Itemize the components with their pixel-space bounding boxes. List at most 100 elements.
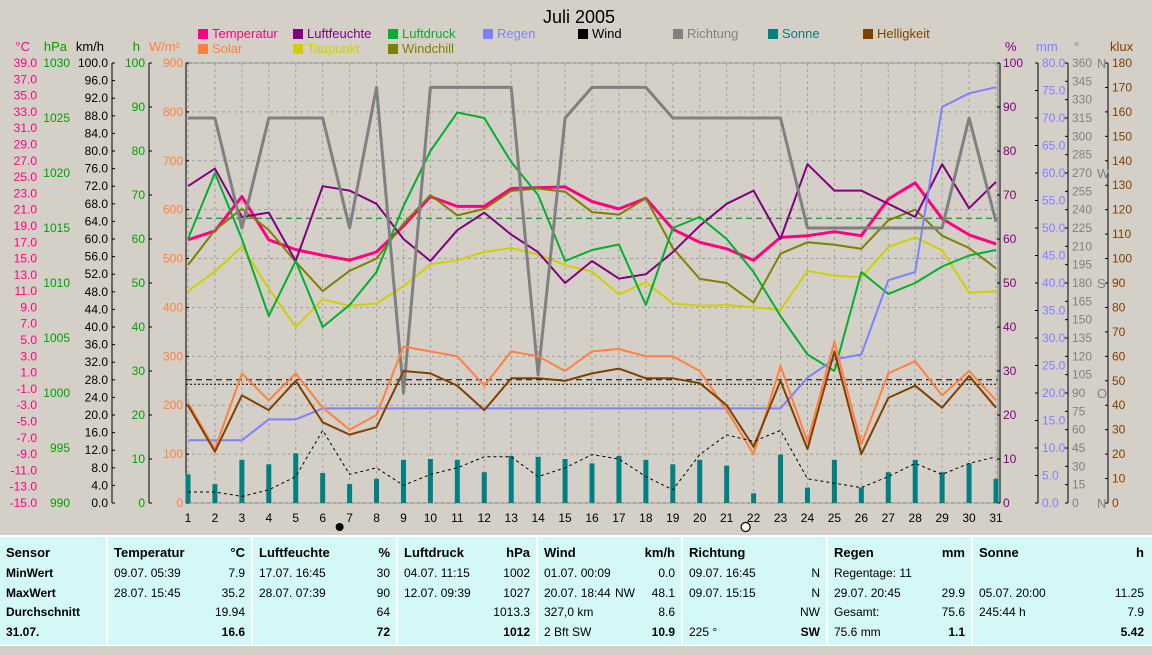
hum-tick-label: 60 [1003, 232, 1017, 246]
rain-tick-label: 45.0 [1042, 249, 1066, 263]
rain-tick-label: 5.0 [1042, 469, 1059, 483]
stats-row: 09.07. 15:15 N [689, 583, 820, 603]
rain-tick-label: 40.0 [1042, 276, 1066, 290]
stats-cell-value: 8.6 [658, 605, 675, 619]
stats-row: 01.07. 00:09 0.0 [544, 563, 675, 583]
stats-header: Richtung [689, 543, 820, 563]
wind-tick-label: 28.0 [85, 373, 109, 387]
dir-tick-label: 90 [1072, 386, 1086, 400]
sun-axis-unit: h [133, 39, 140, 54]
sun-bar [320, 473, 326, 503]
sun-bar [751, 493, 757, 503]
lux-tick-label: 180 [1112, 56, 1132, 70]
stats-cell-label: 2 Bft SW [544, 624, 592, 639]
stats-cell-label: 04.07. 11:15 [404, 566, 470, 580]
stats-cell-label: 225 ° [689, 624, 718, 639]
stats-header-unit: h [1136, 545, 1144, 560]
sun-tick-label: 100 [125, 56, 145, 70]
stats-cell-value: 1012 [503, 624, 530, 639]
sun-tick-label: 0 [138, 496, 145, 510]
series-line-solar [187, 340, 997, 456]
stats-header: Regen mm [834, 543, 965, 563]
rain-tick-label: 65.0 [1042, 139, 1066, 153]
stats-cell-value: 0.0 [658, 566, 675, 580]
x-tick-label: 10 [424, 511, 438, 525]
temp-tick-label: -1.0 [16, 382, 37, 396]
dir-tick-label: 180 [1072, 276, 1092, 290]
hum-axis-unit: % [1005, 39, 1017, 54]
sun-bar [589, 463, 595, 503]
x-tick-label: 22 [747, 511, 761, 525]
x-tick-label: 19 [666, 511, 680, 525]
stats-row: 19.94 [114, 602, 245, 622]
x-tick-label: 9 [400, 511, 407, 525]
lux-tick-label: 10 [1112, 472, 1126, 486]
stats-cell-value: 11.25 [1114, 585, 1144, 600]
dir-tick-label: 135 [1072, 331, 1092, 345]
wind-tick-label: 24.0 [85, 390, 109, 404]
stats-header-label: Sonne [979, 545, 1019, 560]
temp-tick-label: 19.0 [14, 219, 38, 233]
rain-tick-label: 30.0 [1042, 331, 1066, 345]
x-tick-label: 23 [774, 511, 788, 525]
solar-tick-label: 900 [163, 56, 183, 70]
legend-label-wind: Wind [592, 26, 622, 41]
sun-bar [535, 456, 541, 503]
wind-tick-label: 84.0 [85, 126, 109, 140]
rain-tick-label: 75.0 [1042, 84, 1066, 98]
hum-tick-label: 100 [1003, 56, 1023, 70]
temp-tick-label: 7.0 [20, 317, 37, 331]
legend-label-regen: Regen [497, 26, 535, 41]
x-tick-label: 31 [989, 511, 1003, 525]
stats-cell-value: N [811, 585, 820, 600]
lux-axis-unit: klux [1110, 39, 1134, 54]
stats-header-unit: mm [941, 545, 965, 560]
stats-row: 05.07. 20:00 11.25 [979, 583, 1144, 603]
temp-tick-label: 31.0 [14, 121, 38, 135]
sun-bar [454, 459, 460, 503]
legend-swatch-richtung [673, 29, 683, 39]
series-line-wind [188, 429, 997, 497]
dir-tick-label: 225 [1072, 221, 1092, 235]
weather-chart: Juli 2005 Temperatur Luftfeuchte Luftdruck R… [10, 7, 1134, 533]
temp-axis-unit: °C [15, 39, 30, 54]
temp-tick-label: -5.0 [16, 415, 37, 429]
stats-row: MinWert [6, 563, 100, 583]
sun-bar [616, 455, 622, 503]
temp-tick-label: 33.0 [14, 105, 38, 119]
rain-tick-label: 0.0 [1042, 496, 1059, 510]
wind-tick-label: 64.0 [85, 214, 109, 228]
solar-tick-label: 800 [163, 105, 183, 119]
legend-label-solar: Solar [212, 41, 243, 56]
stats-cell-value: 30 [376, 566, 390, 580]
stats-row: 09.07. 16:45 N [689, 563, 820, 583]
stats-row: 75.6 mm 1.1 [834, 622, 965, 642]
legend-label-taupunkt: Taupunkt [307, 41, 360, 56]
press-tick-label: 1000 [43, 386, 70, 400]
wind-tick-label: 52.0 [85, 267, 109, 281]
x-tick-label: 25 [828, 511, 842, 525]
x-tick-label: 24 [801, 511, 815, 525]
stats-header-label: Luftfeuchte [259, 545, 330, 560]
stats-header-label: Regen [834, 545, 874, 560]
stats-cell-value: SW [800, 624, 820, 639]
temp-tick-label: 5.0 [20, 333, 37, 347]
sun-bar [293, 453, 299, 503]
sun-bar [885, 472, 891, 503]
stats-cell-value: 35.2 [221, 585, 245, 600]
hum-tick-label: 50 [1003, 276, 1017, 290]
rain-tick-label: 80.0 [1042, 56, 1066, 70]
temp-tick-label: -7.0 [16, 431, 37, 445]
legend-swatch-windchill [388, 44, 398, 54]
wind-tick-label: 60.0 [85, 232, 109, 246]
stats-column-wind: Wind km/h 01.07. 00:09 0.0 20.07. 18:44 NW 48.… [538, 537, 683, 647]
lux-tick-label: 90 [1112, 276, 1126, 290]
x-tick-label: 6 [319, 511, 326, 525]
stats-row: Regentage: 11 [834, 563, 965, 583]
temp-tick-label: 1.0 [20, 366, 37, 380]
temp-tick-label: -15.0 [10, 496, 38, 510]
sun-tick-label: 90 [132, 100, 146, 114]
stats-cell-value: 72 [376, 624, 390, 639]
sun-bar [697, 459, 703, 503]
stats-column-luftdruck: Luftdruck hPa 04.07. 11:15 1002 12.07. 09:39… [398, 537, 538, 647]
